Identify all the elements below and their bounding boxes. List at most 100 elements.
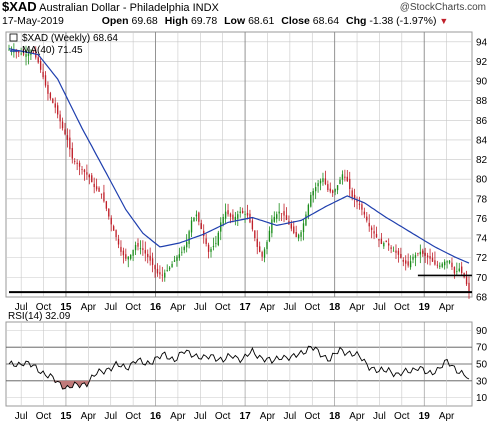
candle-down (93, 183, 95, 188)
rsi-xtick-label: 19 (419, 411, 431, 422)
candle-down (71, 148, 73, 159)
candle-down (205, 238, 207, 244)
price-xtick-label: Oct (215, 302, 231, 313)
rsi-xtick-label: Apr (260, 411, 276, 422)
rsi-ytick-label: 50 (476, 360, 488, 371)
price-xtick-label: 15 (60, 302, 72, 313)
rsi-xtick-label: Oct (304, 411, 320, 422)
candle-up (181, 251, 183, 253)
price-xtick-label: 18 (329, 302, 341, 313)
candle-down (434, 260, 436, 265)
price-ytick-label: 88 (476, 96, 488, 107)
candle-up (302, 223, 305, 233)
candle-down (246, 212, 249, 216)
candle-up (217, 232, 219, 246)
low-label: Low (224, 15, 246, 27)
price-ytick-label: 70 (476, 273, 488, 284)
rsi-xtick-label: 15 (60, 411, 72, 422)
candle-down (49, 93, 52, 99)
candle-down (47, 84, 49, 94)
candle-down (344, 176, 346, 178)
price-ytick-label: 78 (476, 194, 488, 205)
candle-up (456, 270, 458, 272)
close-label: Close (281, 15, 310, 27)
candle-up (412, 256, 414, 260)
ma40-line (8, 48, 470, 264)
candle-up (222, 217, 224, 224)
price-xtick-label: Apr (439, 302, 455, 313)
candle-up (300, 232, 302, 237)
watermark: @StockCharts.com (399, 2, 486, 13)
price-ytick-label: 74 (476, 234, 488, 245)
candle-down (254, 230, 256, 239)
candle-up (193, 217, 195, 222)
candle-up (183, 246, 185, 251)
candle-down (285, 215, 288, 220)
candle-down (105, 201, 108, 209)
high-value: 69.78 (190, 15, 218, 27)
candle-up (314, 187, 317, 192)
candle-down (356, 199, 358, 203)
candle-down (227, 210, 229, 215)
price-ytick-label: 80 (476, 175, 488, 186)
candle-down (329, 188, 331, 192)
candle-up (446, 261, 448, 263)
candle-up (244, 214, 246, 216)
candle-up (310, 194, 312, 207)
candle-down (259, 246, 261, 252)
candle-up (239, 211, 241, 214)
price-ytick-label: 86 (476, 116, 488, 127)
candle-up (224, 211, 227, 219)
candle-down (424, 252, 426, 256)
price-xtick-label: Oct (304, 302, 320, 313)
candle-up (266, 242, 268, 250)
rsi-ytick-label: 30 (476, 376, 488, 387)
candle-down (88, 174, 90, 178)
rsi-xtick-label: Jul (15, 411, 28, 422)
candle-down (76, 162, 78, 165)
candle-up (448, 260, 451, 263)
rsi-xtick-label: Jul (373, 411, 386, 422)
rsi-xtick-label: Apr (170, 411, 186, 422)
candle-up (339, 179, 341, 185)
candle-down (98, 187, 100, 192)
candle-down (241, 211, 244, 213)
price-ytick-label: 84 (476, 135, 488, 146)
candle-down (375, 234, 378, 238)
candle-up (312, 191, 314, 196)
candle-up (188, 231, 190, 245)
candle-down (388, 243, 390, 246)
candle-down (451, 262, 453, 268)
candle-up (212, 245, 215, 248)
candle-up (322, 178, 324, 182)
candle-up (271, 219, 273, 234)
candle-down (57, 105, 59, 115)
candle-down (436, 264, 439, 266)
price-xtick-label: Apr (170, 302, 186, 313)
candle-down (368, 222, 370, 227)
price-xtick-label: Jul (283, 302, 296, 313)
candle-up (305, 214, 307, 226)
candle-down (405, 260, 407, 264)
candle-down (327, 184, 329, 191)
candle-up (215, 243, 217, 244)
candle-up (164, 272, 166, 278)
rsi-legend-label: RSI(14) 32.09 (8, 311, 71, 322)
price-xtick-label: Jul (194, 302, 207, 313)
candle-up (27, 53, 30, 56)
candle-up (268, 230, 271, 242)
candle-down (161, 274, 164, 276)
candle-down (256, 238, 258, 247)
candle-down (380, 238, 383, 244)
candle-up (439, 265, 441, 267)
candle-down (207, 244, 210, 252)
candle-down (151, 258, 154, 265)
candle-down (390, 247, 392, 249)
rsi-xtick-label: Jul (104, 411, 117, 422)
candle-up (20, 53, 22, 55)
rsi-ytick-label: 10 (476, 393, 488, 404)
candle-up (237, 214, 239, 219)
rsi-ytick-label: 90 (476, 326, 488, 337)
candle-up (173, 260, 176, 262)
candle-up (307, 204, 310, 217)
